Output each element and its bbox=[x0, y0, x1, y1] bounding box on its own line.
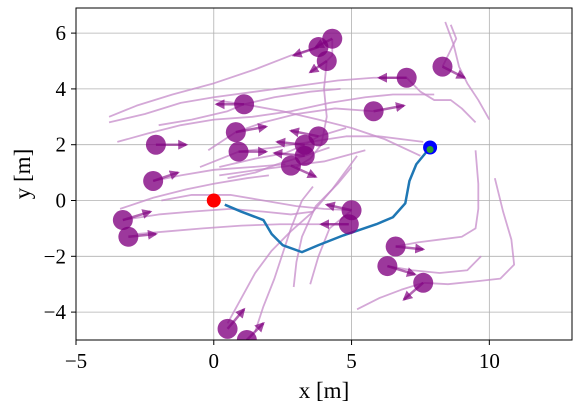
pedestrian-heading-arrow bbox=[290, 164, 318, 179]
pedestrian-21 bbox=[402, 272, 434, 301]
pedestrian-trail-20 bbox=[292, 166, 353, 288]
pedestrian-heading-arrow bbox=[402, 281, 425, 301]
x-tick-label: −5 bbox=[65, 349, 87, 373]
pedestrian-heading-arrow bbox=[395, 243, 426, 254]
axes-frame bbox=[75, 7, 573, 341]
pedestrian-heading-arrow bbox=[235, 123, 269, 134]
x-tick-label: 0 bbox=[209, 349, 220, 373]
y-tick-label: 0 bbox=[56, 189, 67, 213]
pedestrian-heading-arrow bbox=[291, 45, 319, 58]
pedestrian-2 bbox=[308, 51, 337, 74]
pedestrian-heading-arrow bbox=[387, 264, 417, 277]
pedestrian-heading-arrow bbox=[226, 307, 246, 330]
pedestrian-13 bbox=[280, 155, 318, 179]
pedestrian-6 bbox=[363, 101, 406, 122]
pedestrian-heading-arrow bbox=[308, 59, 328, 74]
robot-path bbox=[224, 146, 432, 254]
pedestrian-heading-arrow bbox=[122, 209, 153, 222]
pedestrian-4 bbox=[432, 56, 467, 79]
robot-start-marker bbox=[206, 193, 221, 208]
pedestrians bbox=[112, 28, 467, 340]
pedestrian-22 bbox=[217, 307, 246, 339]
y-tick-label: 6 bbox=[56, 21, 67, 45]
pedestrian-heading-arrow bbox=[441, 65, 467, 79]
y-tick-label: −2 bbox=[44, 244, 66, 268]
pedestrian-7 bbox=[225, 122, 269, 143]
y-tick-label: 2 bbox=[56, 133, 67, 157]
pedestrian-16 bbox=[319, 214, 359, 235]
robot-goal-inner-marker bbox=[426, 145, 434, 153]
tick-labels: −5 0 5 10 −4 −2 0 2 4 6 bbox=[44, 21, 500, 373]
pedestrian-trail-18 bbox=[254, 185, 314, 332]
pedestrian-trail-19 bbox=[226, 155, 358, 324]
pedestrian-heading-arrow bbox=[373, 102, 406, 113]
pedestrian-10 bbox=[145, 134, 189, 155]
pedestrian-trails bbox=[108, 21, 516, 332]
pedestrian-18 bbox=[118, 226, 158, 247]
pedestrian-trail-1 bbox=[108, 46, 319, 118]
pedestrian-14 bbox=[143, 170, 180, 191]
y-axis-label: y [m] bbox=[10, 149, 35, 199]
pedestrian-heading-arrow bbox=[245, 321, 265, 340]
pedestrian-20 bbox=[377, 256, 417, 277]
pedestrian-11 bbox=[228, 141, 269, 162]
pedestrian-heading-arrow bbox=[272, 148, 305, 159]
pedestrian-trail-13 bbox=[122, 207, 314, 221]
pedestrian-heading-arrow bbox=[324, 201, 352, 212]
pedestrian-trail-16 bbox=[423, 177, 516, 286]
pedestrian-heading-arrow bbox=[288, 127, 319, 138]
pedestrian-heading-arrow bbox=[128, 229, 158, 240]
pedestrian-23 bbox=[236, 321, 265, 340]
pedestrian-trail-15 bbox=[387, 255, 482, 274]
pedestrian-heading-arrow bbox=[275, 137, 305, 148]
x-tick-label: 5 bbox=[346, 349, 357, 373]
x-axis-label: x [m] bbox=[299, 378, 349, 403]
x-tick-label: 10 bbox=[479, 349, 500, 373]
robot-path-layer bbox=[224, 146, 432, 254]
pedestrian-5 bbox=[214, 94, 255, 115]
pedestrian-heading-arrow bbox=[152, 170, 180, 183]
pedestrian-17 bbox=[112, 209, 153, 231]
pedestrian-trail-0 bbox=[108, 76, 407, 124]
pedestrian-trail-10 bbox=[119, 174, 270, 210]
pedestrian-3 bbox=[377, 67, 417, 88]
pedestrian-trail-11 bbox=[161, 194, 352, 212]
pedestrian-trail-14 bbox=[395, 150, 480, 248]
y-tick-label: −4 bbox=[44, 300, 67, 324]
y-tick-label: 4 bbox=[56, 77, 67, 101]
pedestrian-marker bbox=[236, 330, 257, 340]
pedestrian-trail-17 bbox=[356, 281, 424, 311]
start-goal-markers bbox=[206, 140, 438, 208]
pedestrian-trail-12 bbox=[136, 223, 349, 235]
pedestrian-trail-24 bbox=[406, 77, 477, 124]
pedestrian-trail-23 bbox=[441, 24, 458, 67]
pedestrian-19 bbox=[385, 236, 426, 257]
pedestrian-trail-2 bbox=[117, 93, 435, 143]
